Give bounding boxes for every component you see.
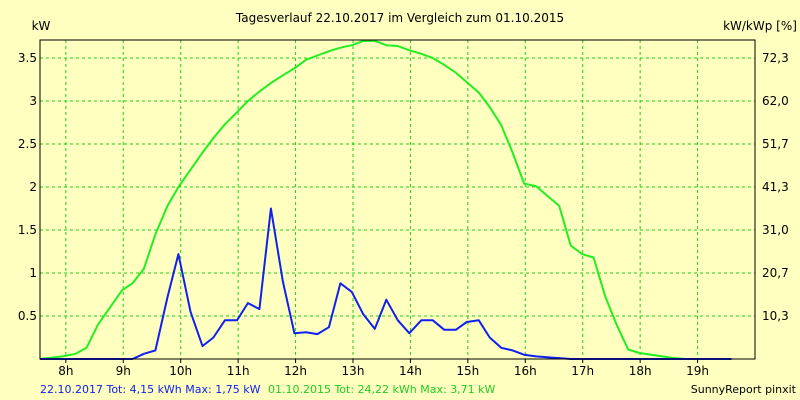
x-tick-label: 19h — [686, 364, 709, 378]
y-left-tick-label: 2.5 — [18, 137, 37, 151]
x-tick-label: 16h — [514, 364, 537, 378]
y-right-tick-label: 72,3 — [762, 51, 789, 65]
x-tick-label: 12h — [284, 364, 307, 378]
chart-title: Tagesverlauf 22.10.2017 im Vergleich zum… — [235, 11, 564, 25]
x-tick-label: 14h — [399, 364, 422, 378]
y-left-tick-label: 3.5 — [18, 51, 37, 65]
y-left-tick-label: 1.5 — [18, 223, 37, 237]
x-tick-label: 9h — [116, 364, 131, 378]
y-left-tick-label: 0.5 — [18, 309, 37, 323]
y-right-tick-label: 41,3 — [762, 180, 789, 194]
series-line-2015 — [39, 39, 732, 360]
x-tick-label: 13h — [342, 364, 365, 378]
left-axis-label: kW — [32, 19, 51, 33]
x-tick-label: 11h — [227, 364, 250, 378]
y-right-tick-label: 51,7 — [762, 137, 789, 151]
footer-blue-summary: 22.10.2017 Tot: 4,15 kWh Max: 1,75 kW — [40, 383, 261, 396]
series-lines — [39, 39, 732, 360]
footer-brand: SunnyReport pinxit — [691, 383, 797, 396]
y-right-tick-label: 31,0 — [762, 223, 789, 237]
svg-text:22.10.2017 Tot: 4,15 kWh Max:: 22.10.2017 Tot: 4,15 kWh Max: 1,75 kW 01… — [40, 383, 496, 396]
grid-lines — [40, 40, 755, 359]
x-tick-label: 18h — [629, 364, 652, 378]
plot-frame — [39, 39, 756, 360]
x-tick-label: 17h — [571, 364, 594, 378]
y-left-tick-label: 1 — [29, 266, 37, 280]
y-left-tick-label: 3 — [29, 94, 37, 108]
x-tick-label: 15h — [456, 364, 479, 378]
tick-labels: 8h 9h 10h 11h 12h 13h 14h 15h 16h 17h 18h 19h 0.5 1 1.… — [18, 51, 789, 378]
y-right-tick-label: 20,7 — [762, 266, 789, 280]
right-axis-label: kW/kWp [%] — [723, 19, 797, 33]
series-line-2017 — [40, 207, 732, 360]
x-tick-label: 10h — [169, 364, 192, 378]
y-right-tick-label: 62,0 — [762, 94, 789, 108]
footer-green-summary: 01.10.2015 Tot: 24,22 kWh Max: 3,71 kW — [268, 383, 496, 396]
x-tick-label: 8h — [58, 364, 73, 378]
y-right-tick-label: 10,3 — [762, 309, 789, 323]
y-left-tick-label: 2 — [29, 180, 37, 194]
